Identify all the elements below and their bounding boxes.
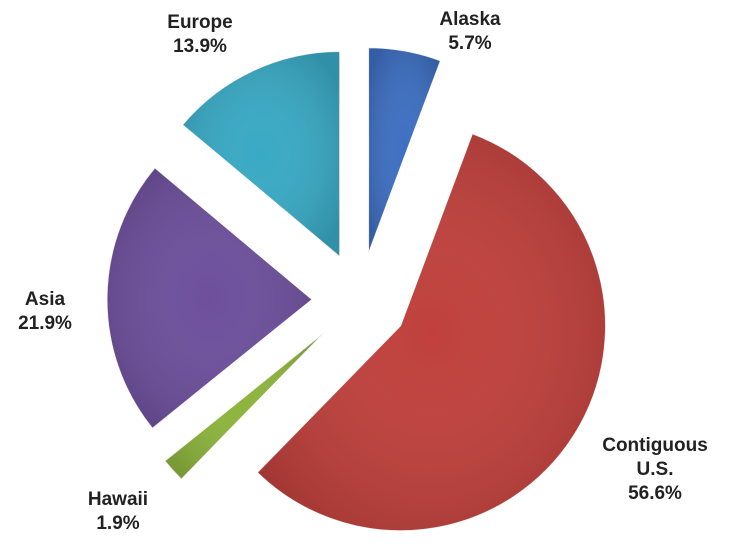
slice-label: Asia	[25, 289, 66, 310]
slice-label: Europe	[167, 12, 232, 33]
value-label: 21.9%	[18, 313, 72, 334]
value-label: 1.9%	[96, 513, 139, 534]
value-label: 13.9%	[173, 36, 227, 57]
slice-label-line: Contiguous	[602, 435, 708, 456]
slice-label-line: U.S.	[637, 459, 674, 480]
slice-label-line: Europe	[167, 12, 232, 33]
value-label: 56.6%	[628, 483, 682, 504]
slice-label: Alaska	[439, 9, 501, 30]
pie-slice	[368, 47, 442, 253]
slice-label: Hawaii	[88, 489, 148, 510]
slice-label-line: Asia	[25, 289, 66, 310]
slice-label-line: Alaska	[439, 9, 501, 30]
slice-label: Contiguous U.S.	[602, 435, 708, 480]
slice-label-line: Hawaii	[88, 489, 148, 510]
value-label: 5.7%	[448, 33, 491, 54]
